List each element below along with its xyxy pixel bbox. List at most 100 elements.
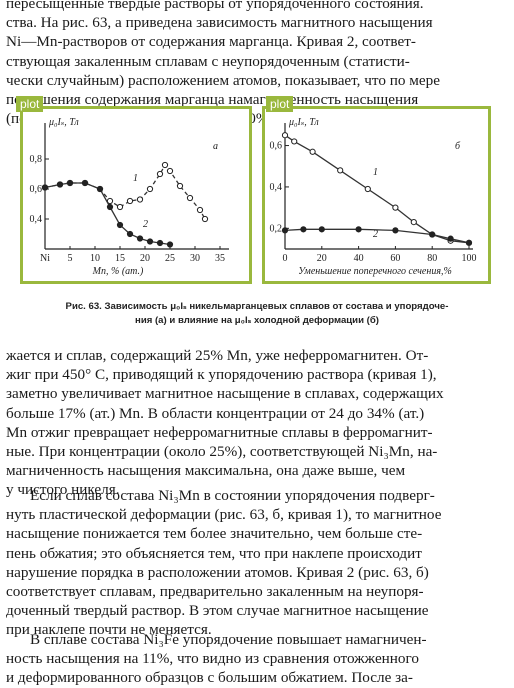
series-1-point (196, 206, 204, 214)
chart-b-svg: 0,2 0,4 0,6 0 20 40 60 80 100 μ₀Iₛ, Тл Уменьшение … (270, 117, 477, 277)
series-1-point (291, 138, 298, 145)
series-2-point (116, 221, 124, 229)
series-1-line (284, 134, 470, 244)
panel-label: а (213, 141, 218, 152)
y-tick-label: 0,6 (30, 184, 43, 195)
text-line: ства. На рис. 63, а приведена зависимост… (6, 14, 433, 32)
text-line: доченный твердый раствор. В этом случае … (6, 602, 429, 620)
text-line: чески случайным) расположением атомов, п… (6, 71, 440, 89)
y-axis-label: μ₀Iₛ, Тл (48, 117, 79, 128)
series-1-point (201, 215, 209, 223)
paragraph-bottom: В сплаве состава Ni₃Fe упорядочение повы… (6, 630, 508, 688)
text-line: при наклепе почти не меняется. (6, 621, 212, 639)
x-tick-label: 100 (462, 253, 477, 264)
text-line: жиг при 450° С, приводящий к упорядочени… (6, 366, 437, 384)
x-axis-label: Уменьшение поперечного сечения,% (298, 266, 452, 277)
series-2-point (126, 230, 134, 238)
paragraph-low: Если сплав состава Ni₃Mn в состоянии упо… (6, 486, 508, 640)
series-2-point (318, 226, 325, 233)
x-tick-label: 5 (68, 253, 73, 264)
curve-label: 1 (133, 173, 138, 184)
y-tick-label: 0,4 (270, 182, 283, 193)
series-1-point (364, 185, 371, 193)
x-tick-label: 25 (165, 253, 175, 264)
x-tick-label: 40 (354, 253, 364, 264)
series-1-point (126, 197, 134, 205)
series-2-point (447, 235, 454, 242)
text-line: жается и сплав, содержащий 25% Mn, уже н… (6, 347, 429, 364)
x-tick-label: 20 (317, 253, 327, 264)
series-1-point (161, 161, 169, 169)
text-line: нуть пластической деформации (рис. 63, б… (6, 506, 442, 524)
plot-tag-a: plot (16, 96, 44, 112)
text-line: повышения содержания марганца намагничен… (6, 91, 419, 109)
x-tick-label: 15 (115, 253, 125, 264)
series-2-point (355, 226, 362, 233)
text-line: Если сплав состава Ni₃Mn в состоянии упо… (30, 487, 435, 504)
series-1-point (116, 203, 124, 211)
series-1-point (186, 194, 194, 202)
y-tick-label: 0,8 (30, 154, 43, 165)
figure-caption: Рис. 63. Зависимость μ₀Iₛ никельмарганце… (18, 300, 496, 328)
text-line: ствующая закаленным сплавам с неупорядоч… (6, 52, 410, 70)
text-line: магниченность насыщения максимальна, она… (6, 462, 406, 480)
text-line: ные. При концентрации (около 25%), соотв… (6, 443, 438, 461)
series-2-point (392, 227, 399, 234)
series-1-point (392, 204, 399, 211)
series-2-point (281, 227, 289, 234)
chart-panel-a: 0,4 0,6 0,8 Ni 5 10 15 20 25 30 35 μ₀Iₛ, Тл Mn, % (а… (20, 106, 252, 284)
x-tick-label: 20 (140, 253, 150, 264)
text-line: Ni—Mn-растворов от содержания марганца. … (6, 33, 416, 51)
y-tick-label: 0,2 (270, 223, 283, 234)
series-2-point (106, 203, 114, 211)
x-tick-label: Ni (40, 253, 50, 264)
y-axis-label: μ₀Iₛ, Тл (288, 117, 319, 128)
text-line: пересыщенные твердые растворы от упорядо… (6, 0, 424, 12)
x-tick-label: 60 (390, 253, 400, 264)
series-1-line (44, 163, 206, 220)
series-2-point (136, 235, 144, 242)
series-2-point (66, 179, 74, 187)
series-2-point (166, 241, 174, 248)
y-tick-label: 0,4 (30, 214, 43, 225)
text-line: соответствует сплавам, предварительно за… (6, 583, 424, 601)
curve-label: 2 (373, 229, 378, 240)
chart-a-svg: 0,4 0,6 0,8 Ni 5 10 15 20 25 30 35 μ₀Iₛ, Тл Mn, % (а… (30, 117, 229, 277)
text-line: нарушение порядка в расположении атомов.… (6, 563, 429, 581)
curve-label: 1 (373, 167, 378, 178)
text-line: заметно увеличивает магнитное насыщение … (6, 385, 444, 403)
series-1-point (410, 219, 417, 226)
series-2-point (465, 239, 473, 246)
chart-panel-b: 0,2 0,4 0,6 0 20 40 60 80 100 μ₀Iₛ, Тл Уменьшение … (262, 106, 491, 284)
series-1-point (136, 196, 144, 203)
series-1-point (281, 132, 289, 139)
curve-label: 2 (143, 219, 148, 230)
text-line: Mn отжиг превращает неферромагнитные спл… (6, 423, 433, 441)
text-line: и деформированного образцов с большим об… (6, 669, 413, 687)
caption-line: Рис. 63. Зависимость μ₀Iₛ никельмарганце… (65, 301, 449, 312)
x-tick-label: 80 (427, 253, 437, 264)
series-1-point (337, 167, 344, 174)
paragraph-mid: жается и сплав, содержащий 25% Mn, уже н… (6, 346, 508, 500)
x-axis-label: Mn, % (ат.) (92, 266, 144, 277)
series-2-line (44, 182, 171, 246)
text-line: ность насыщения на 11%, что видно из сра… (6, 650, 419, 668)
series-2-point (146, 238, 154, 245)
series-1-point (176, 182, 184, 190)
series-2-point (156, 239, 164, 247)
series-1-point (156, 170, 164, 178)
text-line: В сплаве состава Ni₃Fe упорядочение повы… (30, 631, 427, 648)
panel-label: б (455, 141, 461, 152)
text-line: пень обжатия; это объясняется тем, что п… (6, 544, 422, 562)
text-line: насыщение понижается тем более значитель… (6, 525, 423, 543)
x-tick-label: 10 (90, 253, 100, 264)
x-tick-label: 0 (283, 253, 288, 264)
series-2-point (300, 226, 307, 233)
series-2-point (81, 179, 89, 187)
plot-tag-b: plot (266, 96, 294, 112)
series-2-point (41, 184, 49, 191)
text-line: больше 17% (ат.) Mn. В области концентра… (6, 404, 425, 422)
y-tick-label: 0,6 (270, 141, 283, 152)
x-tick-label: 35 (215, 253, 225, 264)
series-1-point (166, 167, 174, 175)
